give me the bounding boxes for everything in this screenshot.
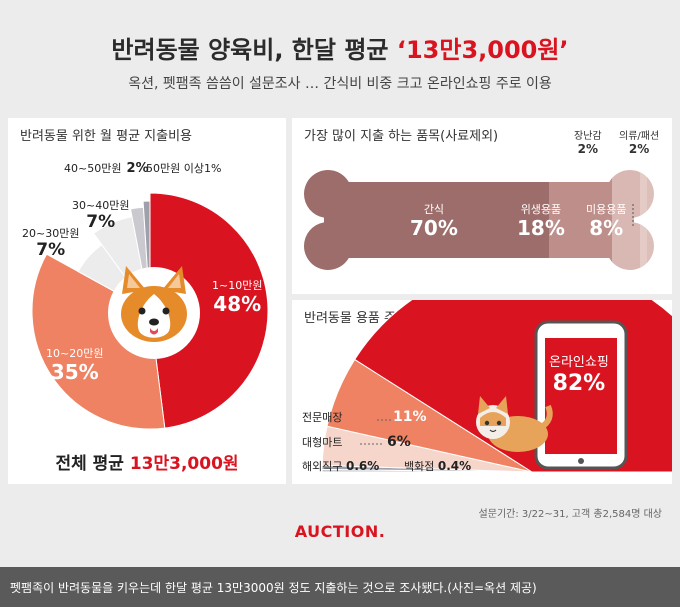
channel-fan-chart bbox=[321, 300, 672, 473]
cat-icon bbox=[476, 396, 553, 452]
pie1-label-3: 20~30만원 7% bbox=[22, 227, 80, 260]
channel-label-3: 대형마트 bbox=[302, 436, 343, 449]
title-main: 반려동물 양육비, 한달 평균 bbox=[111, 36, 397, 64]
smartphone-icon bbox=[534, 320, 628, 470]
channel-label-2: 전문매장 bbox=[302, 411, 343, 424]
channel-card: 반려동물 용품 주 구매 채널 온라인쇼핑 82% 전문매장 11% 대형마트 6… bbox=[292, 300, 672, 484]
bone-segment-2 bbox=[549, 170, 613, 270]
channel-label-4: 해외직구 0.6% bbox=[302, 459, 380, 473]
channel-label-1: 온라인쇼핑 82% bbox=[549, 355, 609, 396]
photo-caption: 펫팸족이 반려동물을 키우는데 한달 평균 13만3000원 정도 지출하는 것… bbox=[10, 581, 537, 595]
channel-value-3: 6% bbox=[387, 434, 411, 450]
spend-card: 반려동물 위한 월 평균 지출비용 1~10만원 48% 10~20만원 35% 2… bbox=[8, 118, 286, 484]
pie1-label-1: 1~10만원 48% bbox=[212, 279, 263, 316]
average-spend: 전체 평균 13만3,000원 bbox=[55, 454, 239, 474]
title-highlight: ‘13만3,000원’ bbox=[396, 36, 569, 64]
photo-caption-bar: 펫팸족이 반려동물을 키우는데 한달 평균 13만3000원 정도 지출하는 것… bbox=[0, 567, 680, 607]
bone-label-3: 미용용품 8% bbox=[586, 203, 627, 240]
bone-segment-1 bbox=[304, 170, 550, 270]
spend-pie-chart bbox=[31, 192, 269, 430]
pie1-slice-1 bbox=[149, 192, 269, 429]
bone-bar-chart bbox=[304, 170, 654, 270]
pie1-slice-2 bbox=[31, 253, 166, 430]
page-title: 반려동물 양육비, 한달 평균 ‘13만3,000원’ bbox=[0, 30, 680, 65]
pie1-label-5: 40~50만원 2% bbox=[64, 161, 149, 176]
bone-segment-4 bbox=[640, 170, 648, 270]
bone-segment-5 bbox=[647, 170, 654, 270]
pie1-label-2: 10~20만원 35% bbox=[46, 347, 104, 384]
channel-value-2: 11% bbox=[393, 409, 427, 425]
bone-label-4: 장난감 2% bbox=[574, 131, 602, 156]
auction-logo: AUCTION. bbox=[294, 522, 386, 541]
corgi-dog-icon bbox=[108, 266, 200, 359]
items-card: 가장 많이 지출 하는 품목(사료제외) 간식 70% 위생용품 18% 미용용품 8… bbox=[292, 118, 672, 294]
bone-label-5: 의류/패션 2% bbox=[619, 131, 660, 156]
survey-note: 설문기간: 3/22~31, 고객 총2,584명 대상 bbox=[478, 509, 662, 520]
pie1-label-4: 30~40만원 7% bbox=[72, 199, 130, 232]
bone-label-2: 위생용품 18% bbox=[517, 203, 565, 240]
pie1-label-6: 50만원 이상1% bbox=[146, 162, 222, 175]
spend-chart-title: 반려동물 위한 월 평균 지출비용 bbox=[20, 129, 193, 144]
channel-label-5: 백화점 0.4% bbox=[404, 459, 472, 473]
items-chart-title: 가장 많이 지출 하는 품목(사료제외) bbox=[304, 129, 499, 144]
page-subtitle: 옥션, 펫팸족 씀씀이 설문조사 … 간식비 비중 크고 온라인쇼핑 주로 이용 bbox=[128, 76, 552, 92]
bone-label-1: 간식 70% bbox=[410, 203, 458, 240]
